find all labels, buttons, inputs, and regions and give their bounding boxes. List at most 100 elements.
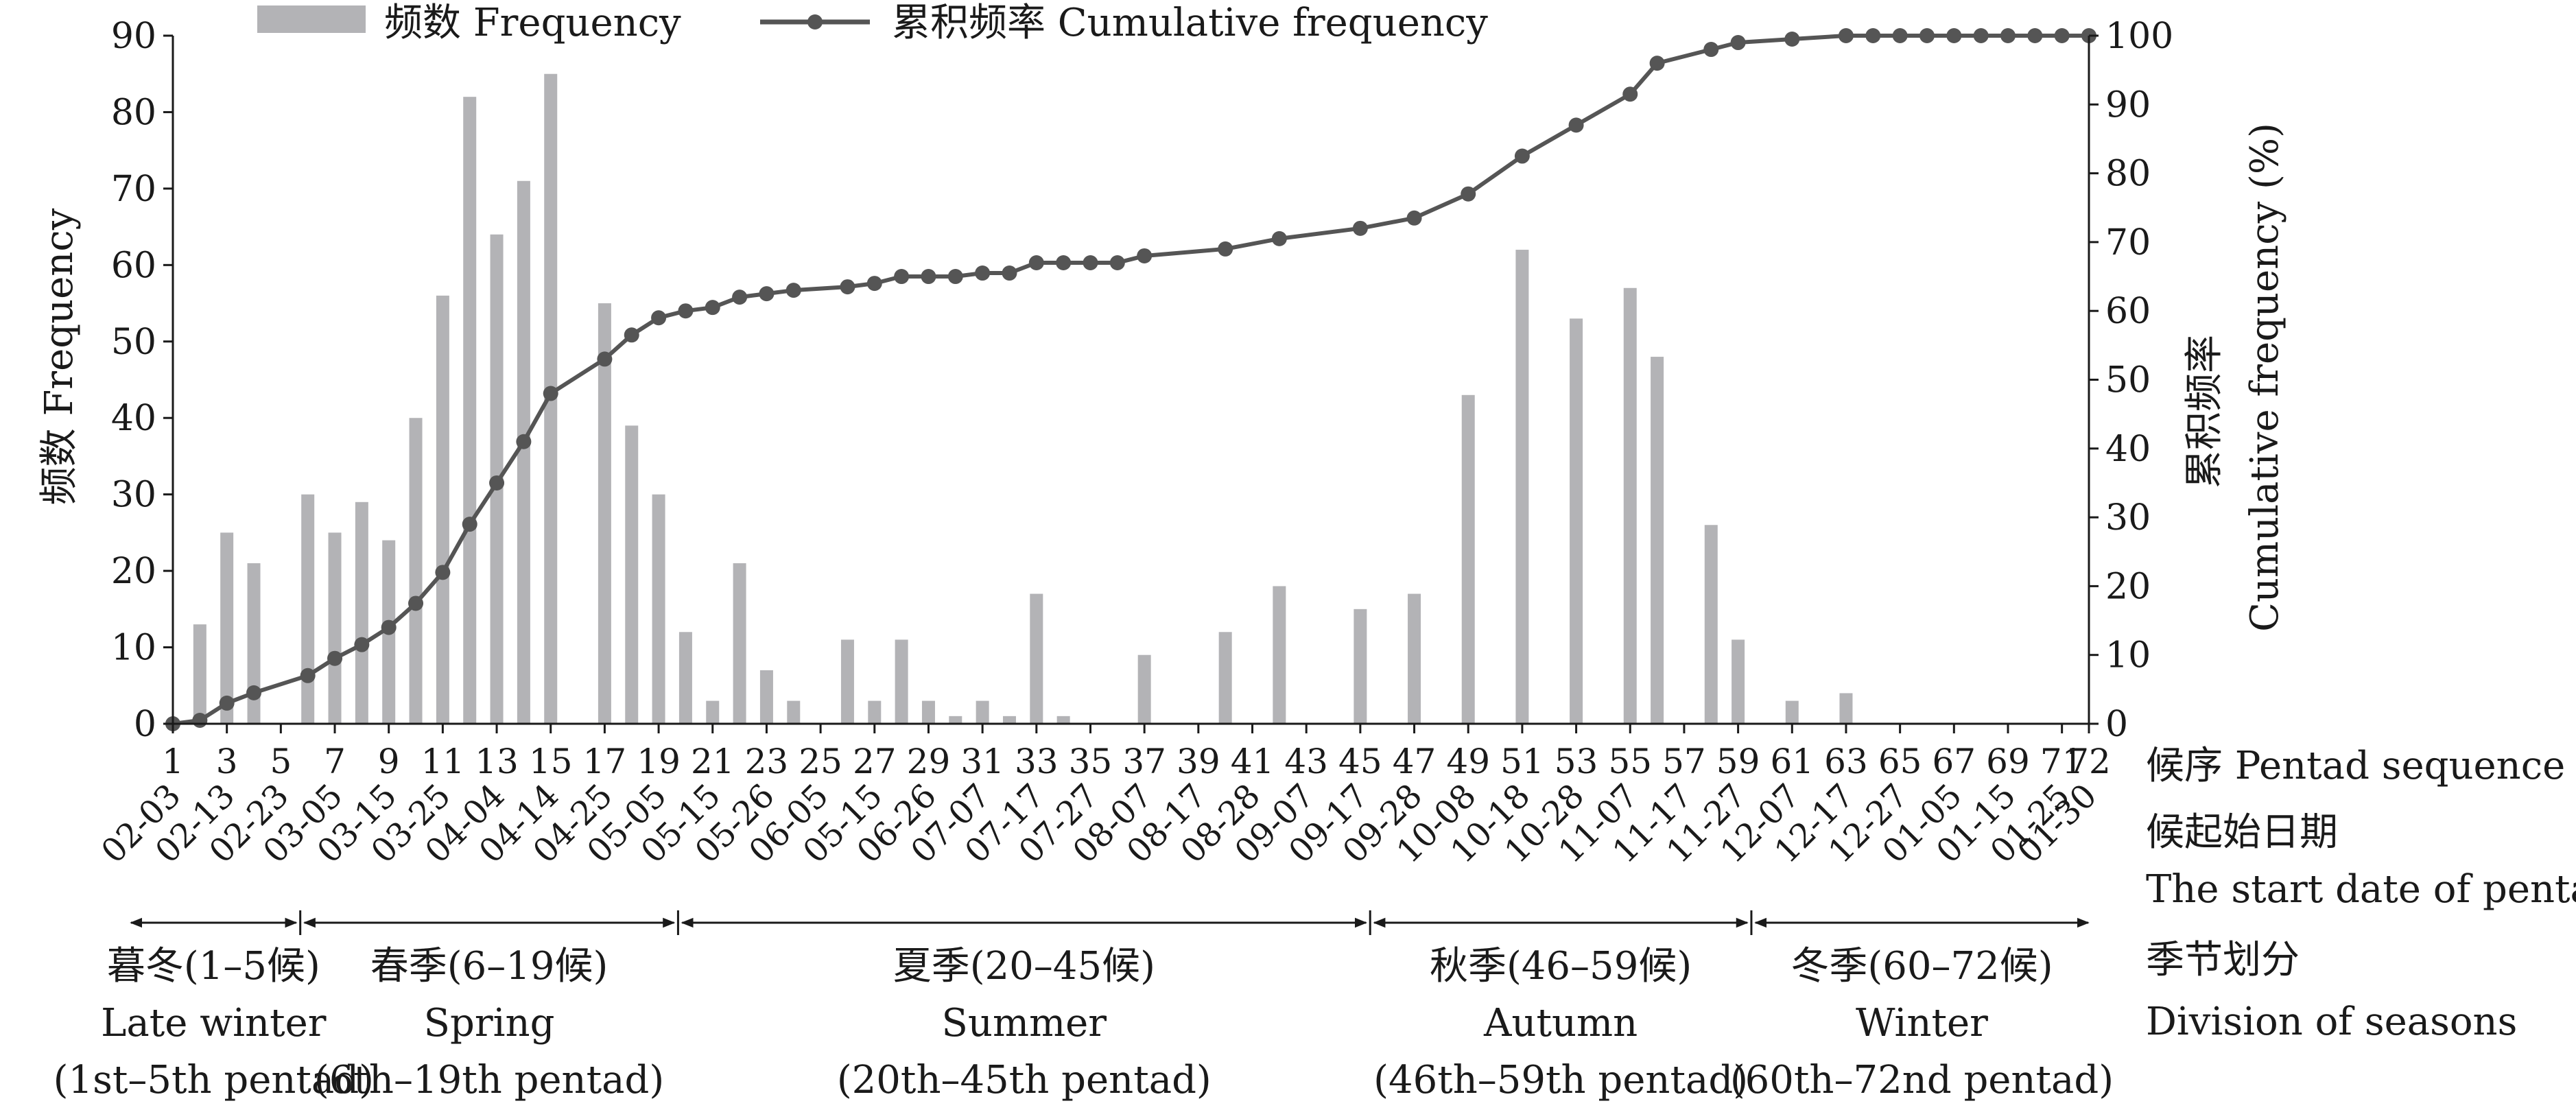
legend: 频数 Frequency 累积频率 Cumulative frequency (257, 1, 1488, 45)
cumulative-point-29 (921, 269, 936, 285)
cumulative-point-7 (327, 650, 343, 666)
cumulative-point-47 (1406, 210, 1422, 226)
x-tick-label: 51 (1500, 742, 1544, 781)
bar-51 (1515, 250, 1529, 724)
cumulative-point-71 (2054, 28, 2070, 43)
legend-bar-swatch (257, 5, 366, 33)
y-axis-right-title-en: Cumulative frequency (%) (2243, 123, 2287, 632)
bar-37 (1137, 654, 1151, 724)
cumulative-point-49 (1461, 186, 1476, 202)
cumulative-point-13 (489, 475, 505, 491)
season-label-cn: 秋季(46–59候) (1430, 944, 1692, 989)
bar-18 (625, 425, 639, 724)
bar-22 (733, 563, 746, 724)
y-left-tick-label: 20 (111, 551, 156, 592)
y-right-tick-label: 100 (2105, 16, 2173, 57)
season-label-range: (1st–5th pentad) (54, 1058, 374, 1102)
y-left-tick-label: 10 (111, 628, 156, 669)
bar-42 (1273, 586, 1286, 724)
cumulative-point-15 (543, 386, 558, 401)
bar-33 (1030, 593, 1043, 724)
y-right-tick-label: 40 (2105, 429, 2151, 470)
x-tick-label: 21 (691, 742, 735, 781)
cumulative-point-69 (2000, 28, 2016, 43)
cumulative-point-65 (1892, 28, 1908, 43)
x-tick-label: 55 (1608, 742, 1652, 781)
x-tick-label: 23 (745, 742, 789, 781)
x-tick-label: 31 (960, 742, 1004, 781)
season-label-cn: 暮冬(1–5候) (107, 944, 320, 989)
cumulative-point-10 (408, 595, 424, 611)
bar-17 (598, 303, 611, 724)
cumulative-point-31 (975, 265, 991, 281)
cumulative-point-68 (1973, 28, 1989, 43)
season-label-cn: 冬季(60–72候) (1791, 944, 2053, 989)
y-left-tick-label: 30 (111, 475, 156, 516)
season-label-en: Spring (424, 1001, 555, 1046)
season-label-range: (60th–72nd pentad) (1730, 1058, 2114, 1102)
cumulative-point-59 (1730, 35, 1746, 51)
legend-line-label: 累积频率 Cumulative frequency (892, 1, 1488, 45)
cumulative-point-26 (840, 279, 855, 295)
y-right-tick-label: 80 (2105, 154, 2151, 195)
bar-40 (1218, 632, 1232, 724)
cumulative-point-63 (1838, 28, 1854, 43)
cumulative-point-24 (785, 283, 801, 298)
cumulative-point-18 (624, 327, 639, 343)
legend-bar-label: 频数 Frequency (384, 1, 681, 45)
bar-45 (1354, 609, 1367, 724)
y-axis-right-title-cn: 累积频率 (2182, 335, 2227, 488)
y-right-tick-label: 0 (2105, 704, 2128, 745)
bar-34 (1056, 716, 1070, 724)
cumulative-point-27 (866, 276, 882, 292)
cumulative-point-36 (1109, 255, 1125, 270)
cumulative-point-30 (947, 269, 963, 285)
cumulative-point-22 (732, 290, 748, 305)
y-left-tick-label: 70 (111, 169, 156, 210)
legend-line-marker (807, 14, 823, 29)
season-label-en: Late winter (101, 1001, 327, 1046)
season-label-range: (20th–45th pentad) (837, 1058, 1212, 1102)
bar-19 (652, 494, 665, 724)
axes: 0 10 20 30 40 50 60 70 80 90 0 10 20 30 40 50 60 70 80 90 10… (111, 16, 2173, 745)
bar-26 (840, 639, 854, 724)
x-tick-label: 35 (1069, 742, 1113, 781)
cumulative-point-51 (1514, 148, 1530, 164)
y-right-tick-label: 90 (2105, 84, 2151, 126)
bar-28 (895, 639, 908, 724)
y-right-tick-label: 10 (2105, 635, 2151, 676)
x-tick-label: 67 (1932, 742, 1976, 781)
x-tick-label: 15 (529, 742, 573, 781)
cumulative-point-67 (1946, 28, 1962, 43)
bar-23 (759, 670, 773, 724)
date-axis-label-cn: 候起始日期 (2146, 810, 2338, 855)
cumulative-point-32 (1002, 265, 1017, 281)
bar-14 (517, 180, 530, 724)
season-axis-label-cn: 季节划分 (2146, 938, 2300, 982)
y-right-tick-label: 50 (2105, 360, 2151, 401)
cumulative-point-55 (1622, 86, 1638, 102)
bar-32 (1002, 716, 1016, 724)
season-label-range: (46th–59th pentad) (1373, 1058, 1748, 1102)
cumulative-point-19 (651, 310, 667, 326)
y-right-tick-label: 30 (2105, 497, 2151, 539)
cumulative-point-21 (705, 300, 720, 316)
cumulative-point-70 (2027, 28, 2043, 43)
x-tick-label: 5 (270, 742, 292, 781)
y-right-tick-label: 60 (2105, 291, 2151, 332)
bar-8 (355, 501, 368, 724)
date-labels: 02-0302-1302-2303-0503-1503-2504-0404-14… (94, 777, 2104, 871)
cumulative-point-4 (246, 685, 262, 700)
cumulative-point-37 (1137, 248, 1153, 263)
y-right-tick-label: 20 (2105, 566, 2151, 607)
x-tick-label: 57 (1662, 742, 1706, 781)
cumulative-point-14 (516, 434, 532, 449)
cumulative-point-58 (1703, 42, 1719, 58)
cumulative-point-20 (678, 303, 694, 319)
x-tick-label: 25 (799, 742, 842, 781)
cumulative-point-33 (1028, 255, 1044, 270)
x-tick-label: 37 (1122, 742, 1166, 781)
bar-6 (301, 494, 315, 724)
x-tick-label: 53 (1555, 742, 1598, 781)
